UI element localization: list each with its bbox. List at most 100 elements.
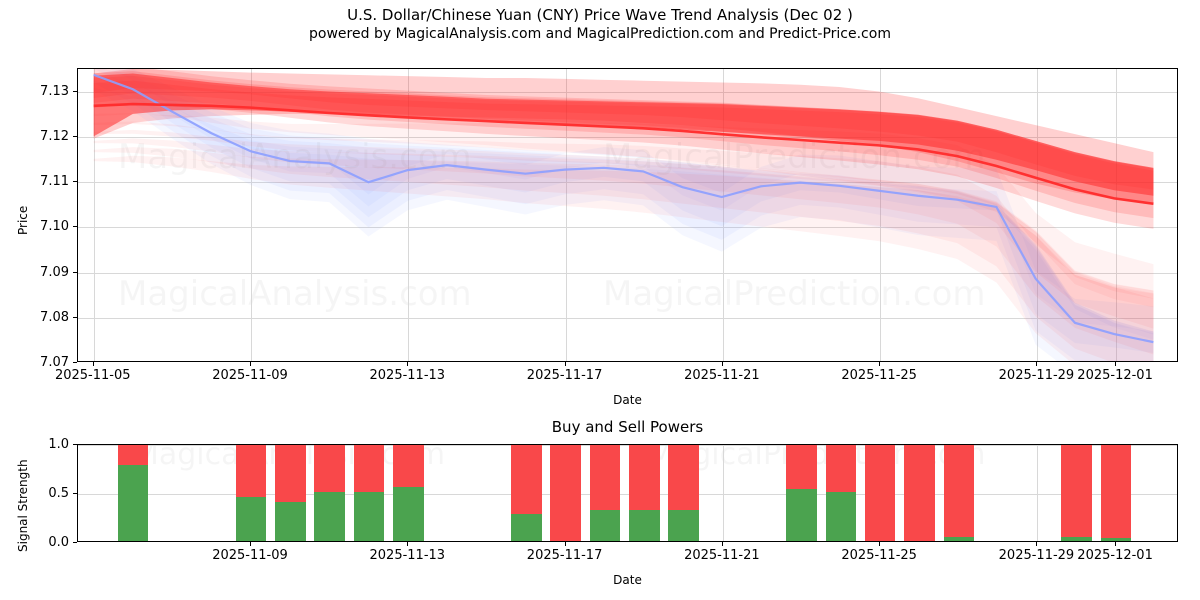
price-band-red-fan-4	[93, 121, 1154, 299]
price-gridline-v-2	[408, 69, 410, 361]
price-ytick-label-5: 7.12	[40, 128, 69, 144]
price-band-red-fan-0	[93, 155, 1154, 361]
page-title: U.S. Dollar/Chinese Yuan (CNY) Price Wav…	[347, 6, 853, 24]
power-bar[interactable]	[943, 445, 975, 541]
power-x-axis-title: Date	[613, 573, 642, 587]
power-bar[interactable]	[1061, 445, 1093, 541]
power-bar[interactable]	[393, 445, 424, 541]
power-bar[interactable]	[314, 445, 345, 541]
price-band-red-fan-1	[93, 147, 1154, 361]
sell-power-segment	[943, 445, 975, 538]
price-wave-plot: MagicalAnalysis.com MagicalPrediction.co…	[77, 68, 1178, 362]
price-xtick-mark-1	[250, 362, 251, 366]
buy-power-segment	[353, 492, 385, 541]
price-xtick-mark-3	[564, 362, 566, 366]
buy-power-segment	[117, 464, 149, 541]
power-ytick-label-0: 0.0	[48, 535, 69, 550]
power-bar[interactable]	[1100, 445, 1132, 541]
power-gridline-h-2	[78, 445, 1177, 446]
price-y-axis-title: Price	[16, 205, 30, 235]
price-ytick-mark-1	[73, 316, 77, 318]
price-xtick-label-7: 2025-12-01	[1077, 368, 1153, 383]
price-ytick-mark-2	[73, 271, 77, 273]
price-xtick-mark-4	[721, 362, 723, 366]
power-xtick-label-4: 2025-11-25	[841, 548, 917, 563]
price-ytick-label-6: 7.13	[40, 83, 69, 99]
power-bar[interactable]	[786, 445, 817, 541]
buy-power-segment	[235, 496, 267, 541]
power-xtick-label-0: 2025-11-09	[212, 548, 288, 563]
price-band-red-core	[93, 73, 1154, 196]
price-gridline-h-2	[78, 272, 1177, 274]
power-bar[interactable]	[589, 445, 621, 541]
sell-power-segment	[1100, 445, 1132, 539]
price-band-red-fan-5	[93, 113, 1154, 308]
power-bar[interactable]	[825, 445, 857, 541]
power-bar[interactable]	[235, 445, 267, 541]
power-bar[interactable]	[510, 445, 542, 541]
price-wave-bands	[93, 69, 1154, 361]
price-ytick-label-2: 7.09	[40, 264, 69, 280]
buy-power-segment	[1061, 537, 1093, 541]
power-xtick-mark-0	[250, 542, 251, 546]
sell-power-segment	[1061, 445, 1093, 538]
price-x-axis-title: Date	[613, 393, 642, 407]
power-gridline-v-5	[1037, 445, 1039, 541]
sell-power-segment	[786, 445, 817, 490]
price-ytick-mark-4	[73, 181, 77, 183]
sell-power-segment	[235, 445, 267, 497]
price-xtick-label-4: 2025-11-21	[684, 368, 760, 383]
buy-power-segment	[786, 489, 817, 541]
power-gridline-v-3	[722, 445, 724, 541]
title-block: U.S. Dollar/Chinese Yuan (CNY) Price Wav…	[0, 6, 1200, 44]
price-ytick-mark-3	[73, 226, 77, 228]
price-line-red	[93, 102, 1154, 206]
price-ytick-label-0: 7.07	[40, 355, 69, 370]
power-bar[interactable]	[117, 445, 149, 541]
sell-power-segment	[393, 445, 424, 488]
power-xtick-mark-1	[407, 542, 409, 546]
price-xtick-label-0: 2025-11-05	[54, 368, 131, 383]
buy-power-segment	[275, 501, 306, 541]
sell-power-segment	[589, 445, 621, 510]
sell-power-segment	[825, 445, 857, 492]
buy-power-segment	[1100, 538, 1132, 541]
power-bar[interactable]	[628, 445, 660, 541]
sell-power-segment	[510, 445, 542, 514]
price-ytick-label-1: 7.08	[40, 309, 69, 325]
power-ytick-mark-1	[73, 493, 77, 494]
power-bar[interactable]	[668, 445, 699, 541]
buy-sell-powers-plot: MagicalAnalysis.com MagicalPrediction.co…	[77, 444, 1178, 542]
price-gridline-v-0	[93, 69, 95, 361]
power-bar[interactable]	[550, 445, 581, 541]
power-bar[interactable]	[353, 445, 385, 541]
buy-power-segment	[314, 492, 345, 541]
power-gridline-h-1	[78, 494, 1177, 495]
power-ytick-label-2: 1.0	[48, 437, 69, 452]
price-xtick-label-3: 2025-11-17	[526, 368, 603, 383]
power-bar[interactable]	[864, 445, 896, 541]
power-xtick-label-2: 2025-11-17	[526, 548, 603, 563]
sell-power-segment	[904, 445, 935, 541]
price-xtick-mark-7	[1115, 362, 1117, 366]
price-ytick-mark-0	[73, 362, 77, 363]
power-xtick-mark-3	[721, 542, 723, 546]
power-bar[interactable]	[275, 445, 306, 541]
sell-power-segment	[314, 445, 345, 492]
price-ytick-mark-6	[73, 90, 77, 92]
buy-power-segment	[628, 509, 660, 541]
price-band-blue-1	[93, 80, 1154, 361]
power-panel-title: Buy and Sell Powers	[551, 418, 704, 436]
price-xtick-label-6: 2025-11-29	[998, 368, 1075, 383]
sell-power-segment	[353, 445, 385, 492]
power-bar[interactable]	[904, 445, 935, 541]
buy-power-segment	[393, 487, 424, 541]
price-band-red-mid-1	[93, 75, 1154, 219]
power-xtick-mark-5	[1036, 542, 1038, 546]
price-band-blue-0	[93, 87, 1154, 361]
power-xtick-label-5: 2025-11-29	[998, 548, 1075, 563]
buy-power-segment	[510, 513, 542, 541]
sell-power-segment	[864, 445, 896, 541]
power-xtick-mark-4	[879, 542, 881, 546]
